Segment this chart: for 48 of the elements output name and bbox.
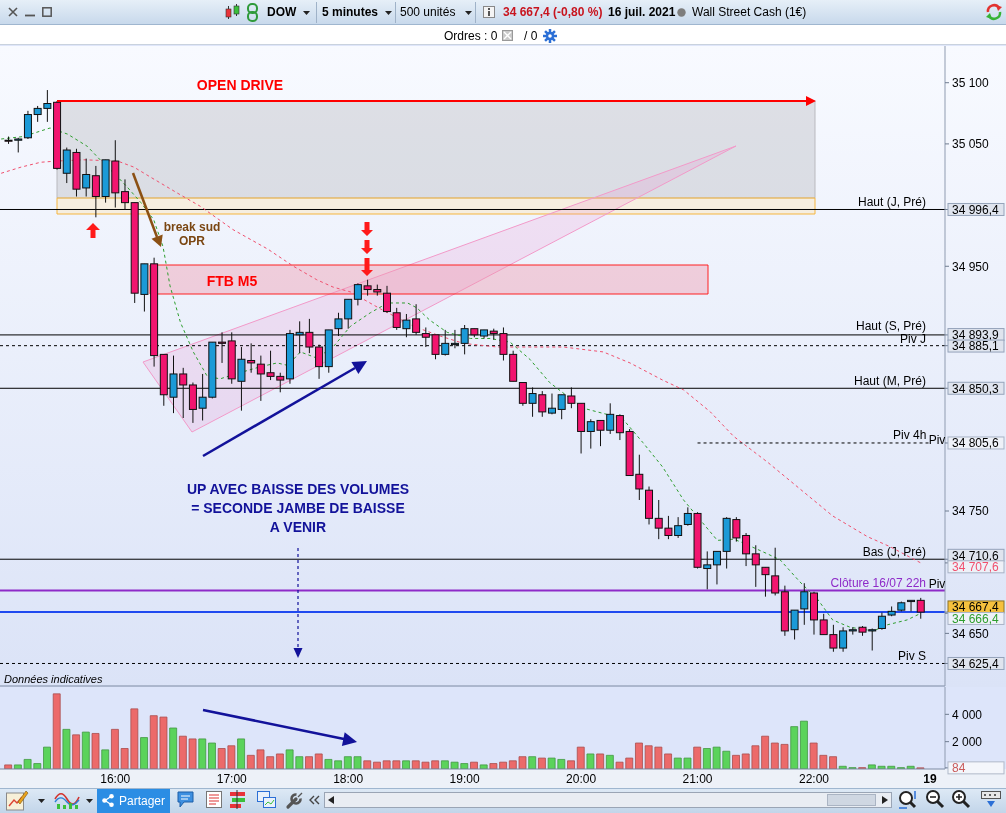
x-tick-label: 21:00: [682, 772, 713, 786]
text: Partager: [119, 794, 166, 808]
y-tick-label: 84: [952, 761, 966, 776]
x-tick-label: 22:00: [798, 772, 830, 786]
y-tick-label: 34 625,4: [952, 656, 1000, 671]
ref-line-label: Piv J: [899, 332, 926, 347]
y-tick-label: 34 750: [952, 504, 990, 519]
chart-title: DOW: [267, 5, 297, 19]
text: Ordres : 0: [444, 29, 498, 43]
ref-line-label: Piv S: [897, 648, 926, 663]
text: Wall Street Cash (1€): [692, 5, 807, 19]
y-tick-label: 34 805,6: [952, 436, 1000, 451]
text: 19: [923, 772, 937, 786]
annotation: Piv: [928, 577, 946, 591]
annotation: Données indicatives: [4, 672, 103, 686]
y-tick-label: 2 000: [952, 734, 983, 749]
x-tick-label: 17:00: [216, 772, 248, 786]
annotation: FTB M5: [206, 273, 258, 289]
ref-line-label: Bas (J, Pré): [862, 544, 926, 559]
annotation: UP AVEC BAISSE DES VOLUMES = SECONDE JAMBE DE BAISSE A VENIR: [186, 479, 410, 537]
chart-subtitle: 5 minutes: [322, 5, 379, 19]
x-tick-label: 19:00: [449, 772, 480, 786]
y-tick-label: 34 893,9: [952, 327, 1000, 342]
annotation: break sud OPR: [163, 220, 221, 248]
y-tick-label: 34 710,6: [952, 548, 1000, 563]
x-tick-label: 20:00: [566, 772, 597, 786]
y-tick-label: 34 650: [952, 626, 990, 641]
y-tick-label: 34 885,1: [952, 339, 1000, 354]
y-tick-label: 34 996,4: [952, 202, 1000, 217]
y-tick-label: 34 950: [952, 259, 990, 274]
ref-line-label: Haut (J, Pré): [857, 194, 926, 209]
y-tick-label: 34 850,3: [952, 381, 1000, 396]
x-tick-label: 18:00: [333, 772, 364, 786]
ref-line-label: Clôture 16/07 22h: [830, 575, 926, 590]
text: 34 667,4 (-0,80 %): [503, 5, 603, 19]
text: / 0: [524, 29, 538, 43]
series-label: Piv 4h: [893, 428, 927, 443]
y-tick-label: 34 707,6: [952, 560, 1000, 575]
ref-line-label: Haut (S, Pré): [855, 319, 926, 334]
annotation: Piv: [928, 433, 946, 447]
y-tick-label: 35 050: [952, 137, 990, 152]
y-tick-label: 35 100: [952, 76, 990, 91]
text: 500 unités: [400, 5, 456, 19]
x-tick-label: 16:00: [100, 772, 131, 786]
text: 16 juil. 2021: [608, 5, 676, 19]
ref-line-label: Haut (M, Pré): [853, 373, 926, 388]
y-tick-label: 4 000: [952, 707, 983, 722]
annotation: OPEN DRIVE: [196, 77, 284, 93]
